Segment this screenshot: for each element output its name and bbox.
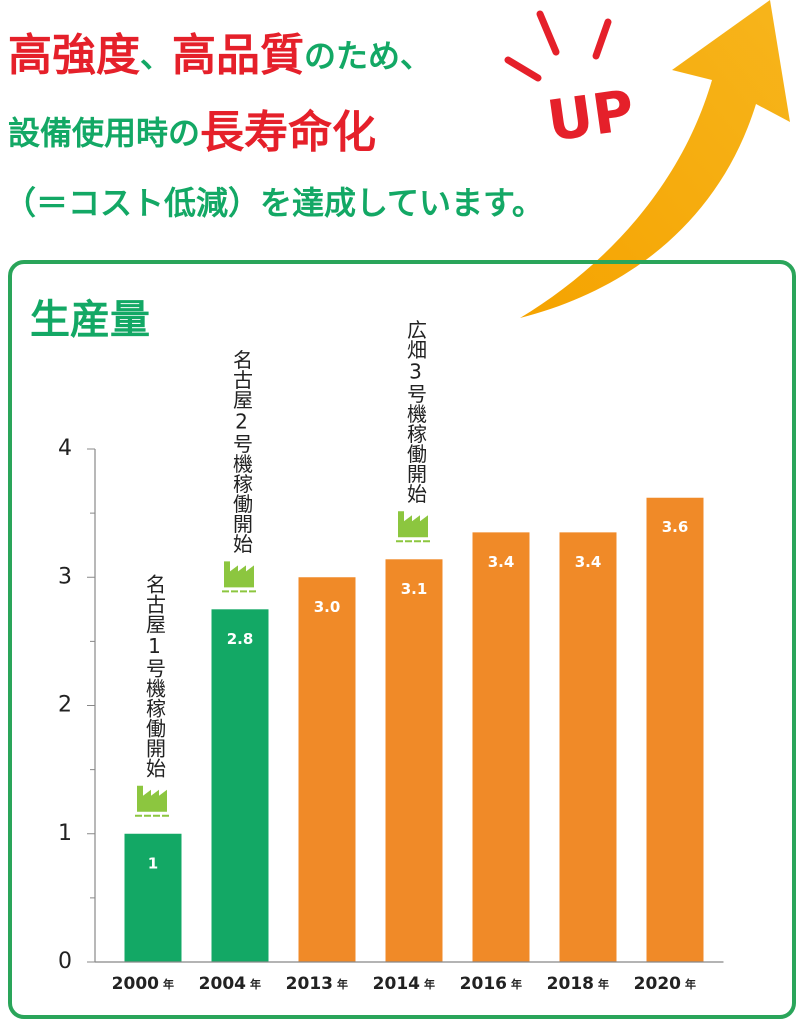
x-tick-unit: 年 (685, 977, 696, 991)
x-tick-label: 2013 (286, 974, 333, 994)
y-tick-label: 2 (58, 693, 72, 718)
headline-segment: 、 (140, 37, 172, 75)
headline-1: 高強度、高品質のため、 (8, 30, 432, 81)
bar (124, 833, 182, 962)
x-tick-label: 2020 (634, 974, 681, 994)
factory-icon (222, 561, 258, 593)
x-tick-label: 2000 (112, 974, 159, 994)
burst (504, 10, 612, 82)
factory-icon (135, 785, 171, 817)
up-arrow (520, 0, 790, 318)
bar (211, 609, 269, 962)
headline-segment: （＝コスト低減）を達成しています。 (4, 184, 544, 222)
x-tick-unit: 年 (250, 977, 261, 991)
chart-title: 生産量 (30, 297, 150, 343)
headline-segment: のため、 (304, 37, 432, 75)
y-tick-label: 3 (58, 564, 72, 589)
x-tick-label: 2014 (373, 974, 420, 994)
headline-2: 設備使用時の長寿命化 (8, 107, 376, 158)
headline-segment: 高品質 (172, 30, 304, 81)
value-label: 3.4 (488, 553, 515, 571)
factory-icon (396, 511, 432, 543)
bar (559, 532, 617, 962)
value-label: 3.4 (575, 553, 602, 571)
y-tick-label: 0 (58, 949, 72, 974)
x-tick-unit: 年 (163, 977, 174, 991)
headline-segment: 設備使用時の (8, 114, 200, 152)
x-tick-unit: 年 (424, 977, 435, 991)
factory-shape (137, 785, 167, 812)
value-label: 3.0 (314, 598, 341, 616)
annotation: 広畑3号機稼働開始 (404, 319, 428, 503)
x-tick-unit: 年 (511, 977, 522, 991)
bar (646, 497, 704, 962)
value-label: 3.1 (401, 580, 428, 598)
x-tick-label: 2004 (199, 974, 246, 994)
bar (298, 577, 356, 962)
x-tick-label: 2018 (547, 974, 594, 994)
headline-segment: 長寿命化 (200, 107, 376, 158)
annotation: 名古屋1号機稼働開始 (143, 573, 167, 777)
annotation: 名古屋2号機稼働開始 (230, 349, 254, 553)
value-label: 1 (148, 854, 158, 872)
headline-3: （＝コスト低減）を達成しています。 (4, 184, 544, 222)
value-label: 2.8 (227, 630, 254, 648)
y-tick-label: 1 (58, 821, 72, 846)
factory-shape (224, 561, 254, 588)
x-tick-unit: 年 (598, 977, 609, 991)
up-badge: UP (543, 78, 638, 154)
x-tick-unit: 年 (337, 977, 348, 991)
factory-shape (398, 511, 428, 538)
y-tick-label: 4 (58, 436, 72, 461)
x-tick-label: 2016 (460, 974, 507, 994)
chart-frame (8, 260, 796, 1019)
headline-segment: 高強度 (8, 30, 140, 81)
value-label: 3.6 (662, 518, 689, 536)
bar (385, 559, 443, 962)
bar (472, 532, 530, 962)
